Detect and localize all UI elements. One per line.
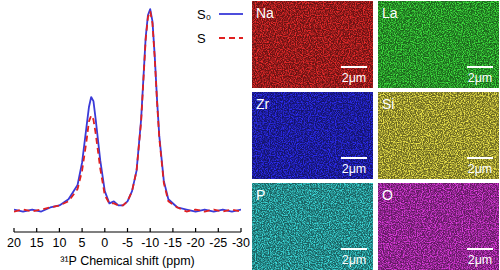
x-tick: [150, 228, 151, 232]
map-tile: [252, 1, 373, 88]
x-tick-label: -10: [141, 236, 159, 250]
scale-bar: [467, 157, 493, 159]
map-element-label: La: [382, 5, 398, 21]
map-base: [378, 183, 499, 270]
map-background: [378, 92, 499, 179]
scale-bar: [467, 66, 493, 68]
x-tick-label: -20: [187, 236, 205, 250]
spectrum-line: [14, 11, 241, 211]
map-background: [252, 183, 373, 270]
map-tile: [252, 92, 373, 179]
scale-bar-label: 2μm: [468, 162, 493, 176]
map-background: [252, 1, 373, 88]
x-tick-label: 15: [30, 236, 44, 250]
map-speckle: [252, 1, 373, 88]
legend-label: S: [197, 31, 206, 46]
x-tick-label: 10: [52, 236, 66, 250]
x-tick: [218, 228, 219, 232]
map-element-label: Na: [256, 5, 274, 21]
scale-bar: [341, 157, 367, 159]
x-tick-label: 20: [7, 236, 21, 250]
figure: 20 15 10 5 0 -5 -10 -15 -20 -25 -30 ³¹P Chemical sh…: [0, 0, 500, 270]
scale-bar-label: 2μm: [342, 162, 367, 176]
x-tick-label: -5: [122, 236, 133, 250]
map-background: [378, 183, 499, 270]
spectrum-line: [14, 9, 241, 211]
legend-swatch: [219, 37, 243, 39]
map-element-label: Zr: [256, 96, 270, 112]
x-tick: [240, 228, 241, 232]
legend-swatch: [219, 13, 243, 15]
x-tick: [13, 228, 14, 232]
map-element-label: P: [256, 187, 265, 203]
scale-bar: [341, 248, 367, 250]
map-speckle: [378, 92, 499, 179]
scale-bar-label: 2μm: [468, 71, 493, 85]
scale-bar-label: 2μm: [342, 253, 367, 267]
x-tick: [59, 228, 60, 232]
map-speckle: [252, 92, 373, 179]
map-tile: [378, 92, 499, 179]
x-tick-label: -25: [209, 236, 227, 250]
series-group: [14, 9, 241, 211]
map-speckle: [252, 183, 373, 270]
map-base: [252, 183, 373, 270]
legend-label: S₀: [197, 7, 211, 22]
x-axis-label: ³¹P Chemical shift (ppm): [60, 254, 195, 268]
scale-bar-label: 2μm: [468, 253, 493, 267]
x-tick: [127, 228, 128, 232]
map-speckle: [378, 183, 499, 270]
map-element-label: O: [382, 187, 393, 203]
map-tile: [378, 183, 499, 270]
map-background: [252, 92, 373, 179]
x-tick-label: -30: [232, 236, 250, 250]
map-element-label: Si: [382, 96, 394, 112]
map-base: [252, 1, 373, 88]
map-base: [378, 1, 499, 88]
map-tile: [378, 1, 499, 88]
x-tick-label: 0: [101, 236, 108, 250]
x-tick: [172, 228, 173, 232]
x-tick-label: 5: [79, 236, 86, 250]
scale-bar: [467, 248, 493, 250]
x-tick-label: -15: [164, 236, 182, 250]
map-base: [378, 92, 499, 179]
map-background: [378, 1, 499, 88]
x-tick: [104, 228, 105, 232]
scale-bar: [341, 66, 367, 68]
map-tile: [252, 183, 373, 270]
map-speckle: [378, 1, 499, 88]
x-tick: [81, 228, 82, 232]
scale-bar-label: 2μm: [342, 71, 367, 85]
x-tick: [195, 228, 196, 232]
map-base: [252, 92, 373, 179]
x-tick: [36, 228, 37, 232]
